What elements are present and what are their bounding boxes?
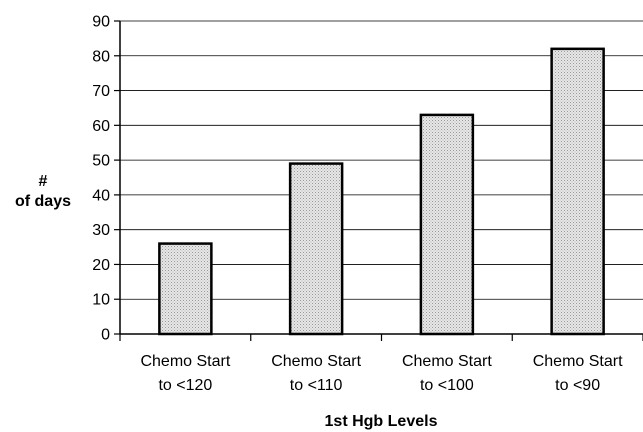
x-category-label: to <100 — [420, 377, 474, 394]
y-axis-title-line1: # — [39, 173, 48, 190]
y-tick-label: 80 — [92, 48, 110, 65]
y-tick-label: 60 — [92, 118, 110, 135]
x-category-label: Chemo Start — [402, 353, 492, 370]
y-tick-label: 50 — [92, 153, 110, 170]
x-category-label: to <110 — [290, 377, 343, 394]
y-tick-label: 40 — [92, 187, 110, 204]
y-tick-labels: 0 10 20 30 40 50 60 70 80 90 — [92, 14, 120, 344]
bar-2 — [288, 162, 344, 336]
x-category-labels: Chemo Start to <120 Chemo Start to <110 Chem… — [119, 334, 643, 394]
y-tick-label: 30 — [92, 222, 110, 239]
y-tick-label: 10 — [92, 292, 110, 309]
x-category-label: Chemo Start — [271, 353, 361, 370]
x-category-label: to <90 — [555, 377, 600, 394]
x-category-label: Chemo Start — [140, 353, 230, 370]
bar-4 — [550, 47, 605, 336]
y-tick-label: 70 — [92, 83, 110, 100]
x-category-label: to <120 — [158, 377, 212, 394]
y-axis-title-line2: of days — [15, 193, 71, 210]
y-tick-label: 90 — [92, 14, 110, 31]
bar-3 — [419, 113, 475, 336]
bars — [158, 47, 605, 336]
bar-1 — [158, 242, 213, 336]
y-tick-label: 0 — [101, 327, 110, 344]
x-category-label: Chemo Start — [533, 353, 623, 370]
x-axis-title: 1st Hgb Levels — [325, 413, 438, 430]
y-tick-label: 20 — [92, 257, 110, 274]
